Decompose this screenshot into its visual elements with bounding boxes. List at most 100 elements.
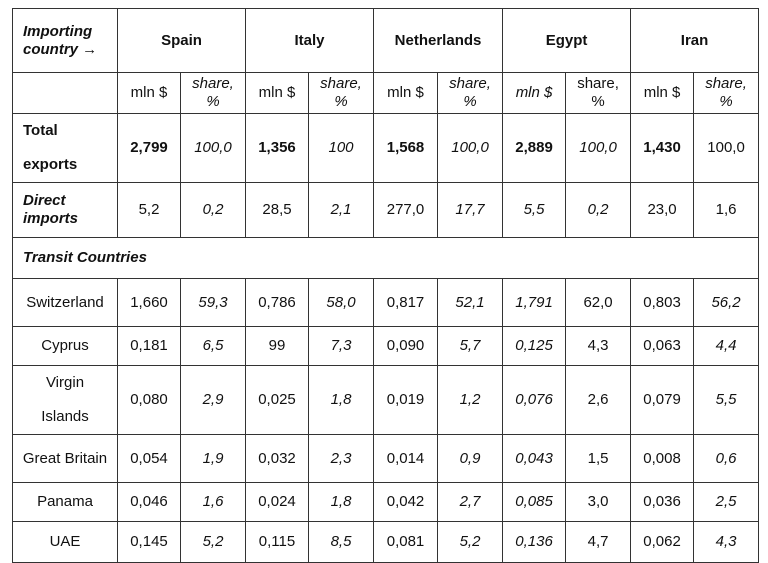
row-label: Panama [12,482,118,522]
row-label: Switzerland [12,278,118,327]
share-cell: 1,6 [693,182,760,238]
table-row: Direct imports 5,2 0,2 28,5 2,1 277,0 17,7 5,5 0… [12,182,760,238]
table-row: Great Britain 0,054 1,9 0,032 2,3 0,014 0,9 0,0… [12,434,760,483]
value-cell: 0,136 [502,521,567,563]
share-cell: 5,7 [437,326,504,366]
share-cell: 0,9 [437,434,504,483]
value-cell: 0,063 [630,326,695,366]
value-cell: 99 [245,326,309,366]
value-cell: 0,181 [117,326,181,366]
share-cell: 100,0 [693,113,760,183]
share-cell: 100,0 [180,113,246,183]
value-cell: 1,430 [630,113,695,183]
value-cell: 0,054 [117,434,181,483]
share-cell: 62,0 [565,278,632,327]
share-cell: 7,3 [307,326,375,366]
country-header: Iran [630,8,760,73]
value-cell: 0,046 [117,482,181,522]
value-cell: 5,2 [117,182,181,238]
row-label: Direct imports [12,182,118,238]
share-cell: 5,5 [693,365,760,435]
share-cell: 1,9 [180,434,246,483]
value-cell: 0,115 [245,521,309,563]
value-cell: 0,786 [245,278,309,327]
row-label: Virgin Islands [12,365,118,435]
share-cell: 1,2 [437,365,504,435]
share-cell: 100,0 [565,113,632,183]
share-cell: 0,2 [180,182,246,238]
row-label: Cyprus [12,326,118,366]
value-cell: 0,090 [373,326,439,366]
unit-header: mln $ [502,72,567,114]
country-header: Italy [244,8,375,73]
unit-header: share, % [693,72,760,114]
share-cell: 2,1 [307,182,375,238]
share-cell: 3,0 [565,482,632,522]
value-cell: 23,0 [630,182,695,238]
unit-header: share, % [565,72,632,114]
share-cell: 58,0 [307,278,375,327]
value-cell: 0,145 [117,521,181,563]
table-row: Cyprus 0,181 6,5 99 7,3 0,090 5,7 0,125 4,3 0,063… [12,326,760,366]
share-cell: 0,2 [565,182,632,238]
table-row: Panama 0,046 1,6 0,024 1,8 0,042 2,7 0,085 3,0 0,… [12,482,760,522]
table-body: Importing country → Spain Italy Netherlands… [11,8,760,563]
value-cell: 0,125 [502,326,567,366]
unit-header: mln $ [373,72,439,114]
unit-header: mln $ [630,72,695,114]
share-cell: 59,3 [180,278,246,327]
value-cell: 0,062 [630,521,695,563]
value-cell: 0,019 [373,365,439,435]
corner-header: Importing country → [12,8,118,73]
empty-cell [12,72,118,114]
section-title: Transit Countries [11,237,760,279]
share-cell: 52,1 [437,278,504,327]
table-row: UAE 0,145 5,2 0,115 8,5 0,081 5,2 0,136 4,7 0,062… [12,521,760,563]
share-cell: 6,5 [180,326,246,366]
value-cell: 2,889 [502,113,567,183]
share-cell: 1,8 [307,482,375,522]
value-cell: 0,076 [502,365,567,435]
value-cell: 1,356 [245,113,309,183]
value-cell: 0,024 [245,482,309,522]
row-label-text: Virgin Islands [41,374,89,425]
value-cell: 0,042 [373,482,439,522]
row-label: Great Britain [12,434,118,483]
value-cell: 0,032 [245,434,309,483]
share-cell: 100,0 [437,113,504,183]
page: Importing country → Spain Italy Netherlands… [11,8,760,563]
share-cell: 2,3 [307,434,375,483]
share-cell: 56,2 [693,278,760,327]
table-row: Total exports 2,799 100,0 1,356 100 1,568 100,… [12,113,760,183]
share-cell: 5,2 [180,521,246,563]
unit-header: share, % [180,72,246,114]
share-cell: 4,3 [693,521,760,563]
table-row: mln $ share, % mln $ share, % mln $ share, % m… [12,72,760,114]
value-cell: 28,5 [245,182,309,238]
country-header: Netherlands [373,8,504,73]
value-cell: 0,803 [630,278,695,327]
value-cell: 0,081 [373,521,439,563]
table-row: Importing country → Spain Italy Netherlands… [12,8,760,73]
value-cell: 0,817 [373,278,439,327]
share-cell: 17,7 [437,182,504,238]
value-cell: 0,079 [630,365,695,435]
share-cell: 2,5 [693,482,760,522]
share-cell: 2,7 [437,482,504,522]
value-cell: 0,014 [373,434,439,483]
country-header: Spain [117,8,246,73]
value-cell: 0,025 [245,365,309,435]
row-label-text: Total exports [23,122,78,173]
value-cell: 0,008 [630,434,695,483]
table-row: Switzerland 1,660 59,3 0,786 58,0 0,817 52,1 1,… [12,278,760,327]
value-cell: 277,0 [373,182,439,238]
unit-header: mln $ [117,72,181,114]
table-row: Transit Countries [11,237,760,279]
value-cell: 1,791 [502,278,567,327]
data-table: Importing country → Spain Italy Netherlands… [11,8,760,563]
value-cell: 1,568 [373,113,439,183]
table-row: Virgin Islands 0,080 2,9 0,025 1,8 0,019 1,2 0,… [12,365,760,435]
unit-header: share, % [437,72,504,114]
share-cell: 100 [307,113,375,183]
value-cell: 0,080 [117,365,181,435]
